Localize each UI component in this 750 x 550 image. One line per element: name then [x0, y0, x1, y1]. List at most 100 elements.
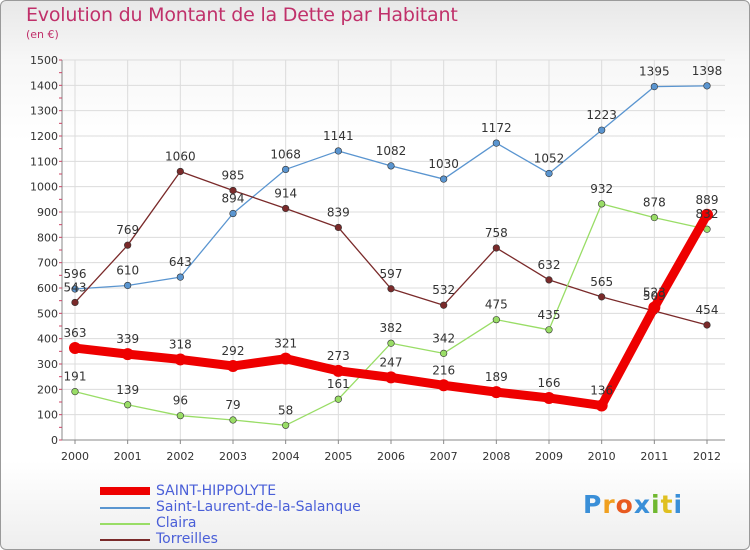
data-point — [598, 126, 606, 134]
data-point — [176, 412, 184, 420]
data-label: 894 — [222, 192, 245, 206]
data-label: 161 — [327, 377, 350, 391]
data-label: 342 — [432, 331, 455, 345]
data-point — [334, 395, 342, 403]
legend-swatch — [100, 539, 150, 541]
x-tick-label: 2009 — [535, 450, 563, 463]
data-point — [490, 386, 503, 399]
data-point — [334, 147, 342, 155]
x-tick-label: 2004 — [272, 450, 300, 463]
data-point — [282, 204, 290, 213]
data-label: 435 — [538, 308, 561, 322]
x-tick-label: 2001 — [114, 450, 142, 463]
data-label: 247 — [380, 355, 403, 369]
y-tick-label: 400 — [37, 333, 58, 346]
legend-label: Saint-Laurent-de-la-Salanque — [156, 499, 361, 515]
data-label: 878 — [643, 196, 666, 210]
data-point — [703, 82, 711, 90]
data-label: 1398 — [692, 64, 723, 78]
legend-label: SAINT-HIPPOLYTE — [156, 483, 277, 499]
data-point — [437, 379, 450, 392]
y-tick-label: 500 — [37, 307, 58, 320]
data-point — [71, 388, 79, 396]
data-label: 509 — [643, 289, 666, 303]
data-label: 832 — [696, 207, 719, 221]
data-label: 1223 — [586, 108, 617, 122]
data-label: 191 — [64, 370, 87, 384]
data-point — [227, 360, 239, 373]
data-label: 189 — [485, 370, 508, 384]
data-point — [176, 167, 184, 176]
data-label: 1068 — [270, 147, 301, 161]
x-tick-label: 2000 — [61, 450, 89, 463]
data-label: 454 — [696, 303, 719, 317]
logo-letter: r — [602, 490, 616, 519]
data-point — [598, 293, 606, 301]
data-point — [282, 165, 290, 174]
y-tick-label: 1000 — [30, 181, 58, 194]
data-label: 839 — [327, 205, 350, 219]
data-label: 596 — [64, 267, 87, 281]
data-label: 292 — [222, 344, 245, 358]
data-label: 321 — [274, 337, 297, 351]
y-tick-label: 700 — [37, 257, 58, 270]
data-point — [703, 321, 711, 329]
data-label: 339 — [116, 332, 139, 346]
data-point — [124, 241, 132, 249]
data-label: 543 — [64, 280, 87, 294]
data-point — [385, 371, 397, 384]
x-tick-label: 2003 — [219, 450, 247, 463]
y-tick-label: 1400 — [30, 79, 58, 92]
data-point — [545, 276, 553, 284]
legend-swatch — [100, 487, 150, 495]
data-label: 1030 — [428, 157, 459, 171]
legend-swatch — [100, 507, 150, 509]
data-point — [492, 139, 500, 147]
data-label: 363 — [64, 326, 87, 340]
data-point — [701, 208, 713, 221]
data-label: 1052 — [534, 151, 565, 165]
data-point — [332, 364, 345, 377]
chart-title: Evolution du Montant de la Dette par Hab… — [26, 4, 458, 26]
logo-letter: i — [651, 490, 661, 519]
data-label: 1060 — [165, 149, 196, 163]
data-label: 1395 — [639, 65, 670, 79]
data-label: 58 — [278, 403, 293, 417]
logo-letter: i — [673, 490, 684, 519]
data-point — [174, 353, 187, 366]
data-label: 96 — [173, 394, 188, 408]
data-label: 889 — [696, 193, 719, 207]
data-point — [279, 352, 292, 365]
data-point — [440, 175, 448, 183]
data-label: 382 — [380, 321, 403, 335]
data-label: 632 — [538, 258, 561, 272]
y-tick-label: 1500 — [30, 54, 58, 67]
data-point — [545, 326, 553, 334]
data-point — [387, 339, 395, 347]
data-point — [492, 244, 500, 252]
data-point — [229, 209, 237, 218]
data-label: 565 — [590, 275, 613, 289]
data-label: 758 — [485, 226, 508, 240]
x-tick-label: 2008 — [482, 450, 510, 463]
data-point — [176, 273, 184, 281]
data-point — [229, 416, 237, 424]
data-point — [650, 82, 658, 91]
data-label: 914 — [274, 186, 297, 200]
legend-swatch — [100, 523, 150, 525]
data-point — [492, 316, 500, 324]
y-tick-label: 1300 — [30, 105, 58, 118]
data-point — [121, 348, 134, 361]
x-tick-label: 2007 — [430, 450, 458, 463]
data-label: 769 — [116, 223, 139, 237]
data-point — [282, 421, 290, 429]
data-label: 1082 — [376, 144, 407, 158]
data-label: 523 — [643, 286, 666, 300]
x-tick-label: 2006 — [377, 450, 405, 463]
y-tick-label: 300 — [37, 358, 58, 371]
x-tick-label: 2011 — [640, 450, 668, 463]
data-point — [650, 213, 658, 222]
data-point — [545, 169, 553, 178]
